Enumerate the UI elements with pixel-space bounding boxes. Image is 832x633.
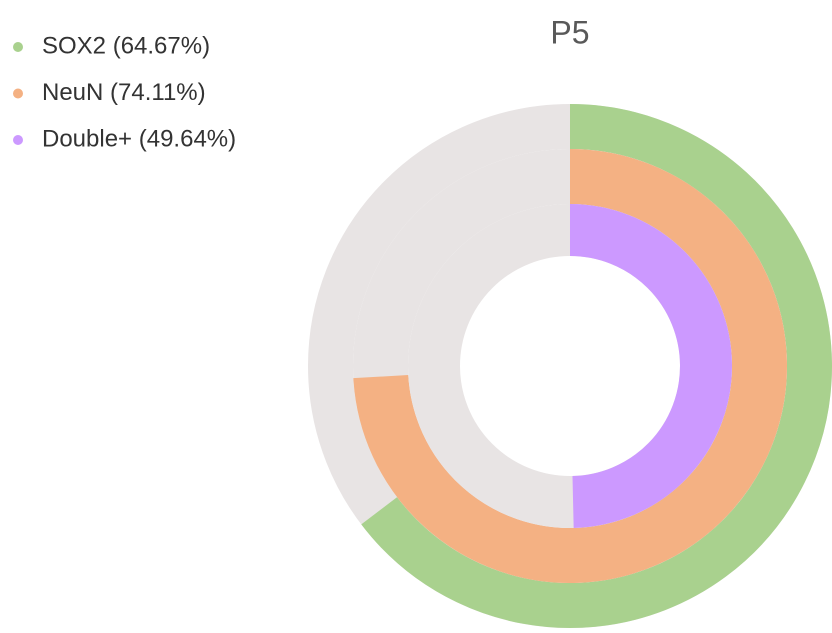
legend-label: SOX2 (64.67%) (42, 32, 210, 59)
ring-bar (353, 149, 787, 583)
chart-title: P5 (550, 14, 589, 50)
ring-bar (361, 104, 832, 628)
legend-label: NeuN (74.11%) (42, 79, 206, 106)
legend-label: Double+ (49.64%) (42, 125, 236, 152)
legend-marker (13, 135, 23, 145)
ring-bar (569, 204, 732, 528)
legend-marker (13, 88, 23, 99)
legend-marker (13, 42, 23, 52)
